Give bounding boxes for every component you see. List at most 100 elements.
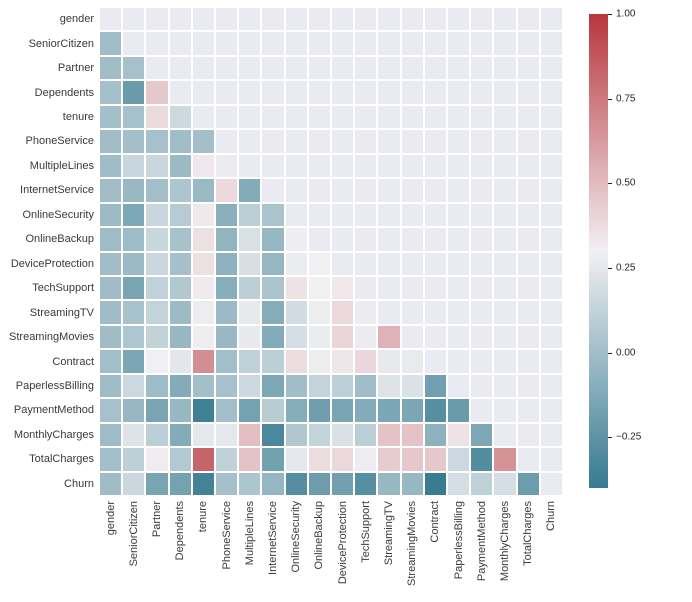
colorbar: 1.00 0.75 0.50 0.25 0.00 −0.25 (589, 9, 641, 488)
colorbar-tick-mark (608, 267, 612, 269)
heatmap-cell (540, 179, 562, 202)
heatmap-cell (308, 8, 330, 31)
heatmap-cell (100, 179, 122, 202)
heatmap-cell (239, 472, 261, 495)
heatmap-cell (169, 276, 191, 300)
heatmap-cell (308, 203, 330, 227)
heatmap-cell (355, 252, 377, 275)
heatmap-cell (285, 374, 307, 398)
heatmap-cell (192, 252, 214, 275)
y-tick-label: MonthlyCharges (13, 428, 94, 441)
heatmap-cell (169, 32, 191, 55)
heatmap-cell (401, 301, 423, 324)
heatmap-cell (169, 130, 191, 153)
heatmap-cell (448, 154, 470, 178)
heatmap-cell (169, 472, 191, 495)
heatmap-cell (239, 81, 261, 104)
heatmap-cell (355, 105, 377, 129)
heatmap-cell (262, 130, 284, 153)
heatmap-cell (424, 448, 446, 471)
heatmap-cell (216, 56, 238, 80)
heatmap-cell (424, 472, 446, 495)
heatmap-cell (169, 423, 191, 447)
heatmap-cell (192, 276, 214, 300)
heatmap-cell (146, 203, 168, 227)
heatmap-cell (192, 448, 214, 471)
heatmap-cell (448, 179, 470, 202)
heatmap-cell (494, 179, 516, 202)
heatmap-cell (471, 154, 493, 178)
heatmap-cell (332, 276, 354, 300)
heatmap-cell (216, 399, 238, 422)
y-tick-label: StreamingMovies (9, 331, 94, 344)
heatmap-cell (332, 252, 354, 275)
heatmap-cell (517, 130, 539, 153)
heatmap-cell (169, 8, 191, 31)
heatmap-cell (216, 276, 238, 300)
heatmap-cell (332, 374, 354, 398)
heatmap-cell (517, 32, 539, 55)
heatmap-cell (471, 423, 493, 447)
heatmap-cell (401, 423, 423, 447)
heatmap-cell (262, 350, 284, 373)
heatmap-cell (100, 105, 122, 129)
heatmap-cell (424, 325, 446, 349)
heatmap-cell (378, 56, 400, 80)
heatmap-cell (146, 32, 168, 55)
heatmap-cell (332, 448, 354, 471)
heatmap-cell (355, 32, 377, 55)
heatmap-cell (285, 81, 307, 104)
heatmap-cell (494, 276, 516, 300)
heatmap-cell (308, 252, 330, 275)
heatmap-cell (285, 56, 307, 80)
heatmap-cell (146, 301, 168, 324)
heatmap-cell (378, 32, 400, 55)
heatmap-cell (494, 350, 516, 373)
x-tick-label: TechSupport (359, 501, 372, 563)
heatmap-cell (448, 325, 470, 349)
y-tick-label: TotalCharges (29, 453, 94, 466)
heatmap-cell (216, 228, 238, 251)
heatmap-cell (332, 154, 354, 178)
heatmap-cell (123, 276, 145, 300)
heatmap-cell (448, 350, 470, 373)
heatmap-cell (471, 130, 493, 153)
heatmap-cell (308, 325, 330, 349)
heatmap-cell (378, 350, 400, 373)
heatmap-cell (332, 325, 354, 349)
heatmap-cell (401, 56, 423, 80)
heatmap-cell (216, 350, 238, 373)
heatmap-cell (355, 325, 377, 349)
heatmap-cell (471, 448, 493, 471)
heatmap-cell (332, 32, 354, 55)
heatmap-cell (262, 203, 284, 227)
y-tick-label: SeniorCitizen (28, 37, 94, 50)
heatmap-cell (239, 105, 261, 129)
heatmap-cell (517, 252, 539, 275)
heatmap-cell (401, 154, 423, 178)
heatmap-cell (471, 325, 493, 349)
y-tick-label: OnlineBackup (25, 233, 95, 246)
heatmap-cell (192, 228, 214, 251)
heatmap-cell (216, 325, 238, 349)
heatmap-cell (285, 276, 307, 300)
heatmap-cell (262, 325, 284, 349)
heatmap-cell (355, 179, 377, 202)
heatmap-cell (471, 472, 493, 495)
heatmap-cell (308, 301, 330, 324)
heatmap-cell (378, 374, 400, 398)
x-tick-label: MonthlyCharges (498, 501, 511, 582)
colorbar-tick-mark (608, 183, 612, 185)
heatmap-cell (216, 130, 238, 153)
heatmap-cell (123, 301, 145, 324)
heatmap-cell (540, 56, 562, 80)
heatmap-cell (494, 252, 516, 275)
heatmap-cell (517, 154, 539, 178)
y-tick-label: gender (59, 13, 94, 26)
heatmap-grid (100, 8, 562, 495)
heatmap-cell (540, 105, 562, 129)
heatmap-cell (123, 179, 145, 202)
heatmap-cell (332, 399, 354, 422)
heatmap-cell (239, 252, 261, 275)
heatmap-cell (146, 179, 168, 202)
